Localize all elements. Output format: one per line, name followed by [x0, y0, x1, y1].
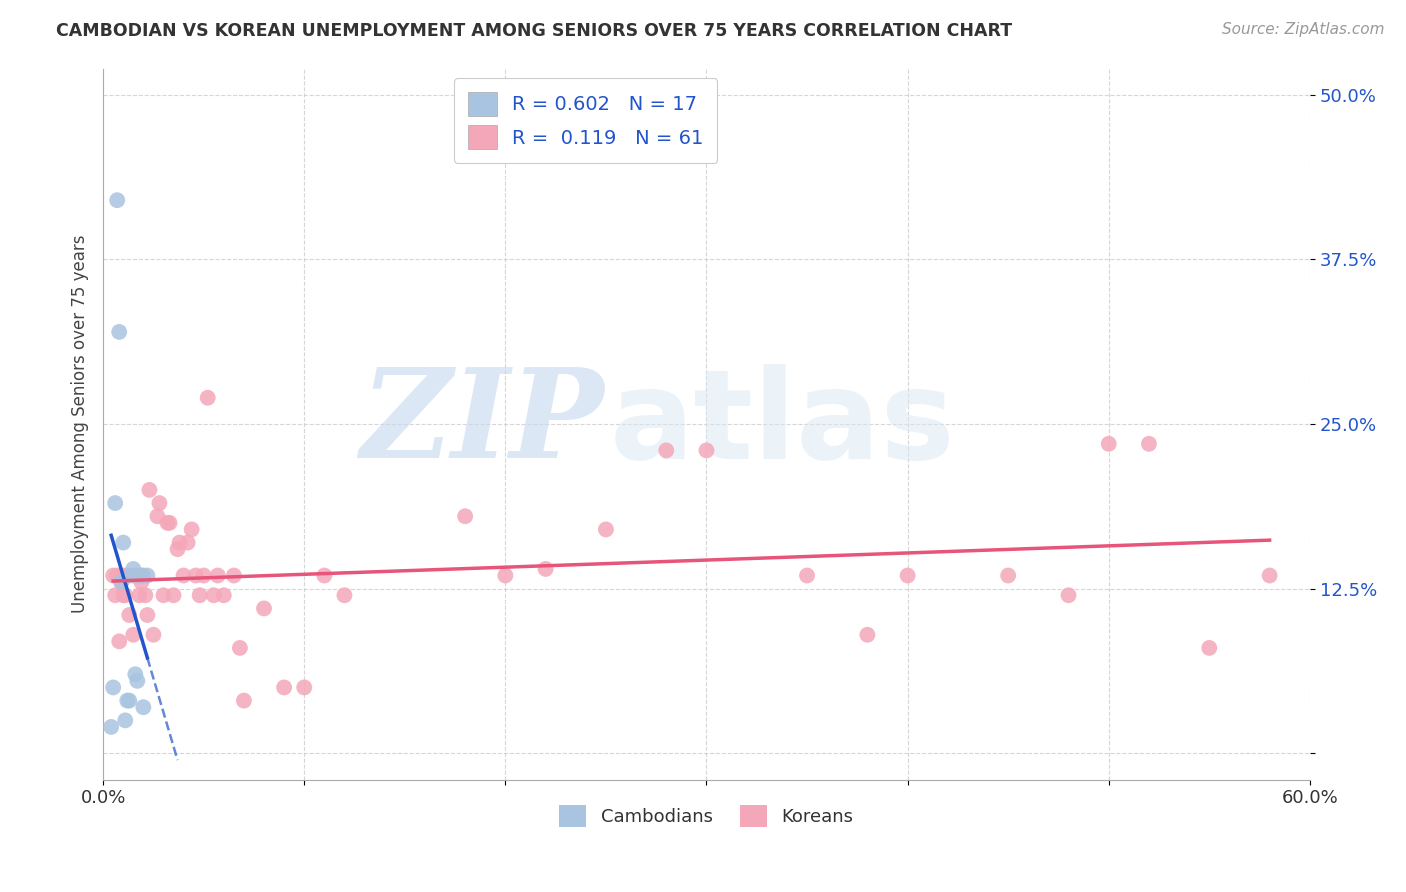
Point — [120, 568, 142, 582]
Point — [173, 568, 195, 582]
Point — [207, 568, 229, 582]
Point — [222, 568, 245, 582]
Point — [136, 568, 159, 582]
Legend: Cambodians, Koreans: Cambodians, Koreans — [553, 798, 860, 835]
Point — [202, 588, 225, 602]
Point — [1258, 568, 1281, 582]
Point — [122, 628, 145, 642]
Point — [127, 568, 149, 582]
Point — [159, 516, 181, 530]
Point — [856, 628, 879, 642]
Point — [176, 535, 198, 549]
Point — [134, 588, 156, 602]
Point — [169, 535, 191, 549]
Point — [166, 542, 188, 557]
Point — [124, 568, 146, 582]
Point — [897, 568, 920, 582]
Point — [128, 588, 150, 602]
Point — [108, 634, 131, 648]
Point — [112, 588, 135, 602]
Point — [127, 673, 149, 688]
Point — [232, 693, 254, 707]
Point — [136, 607, 159, 622]
Text: Source: ZipAtlas.com: Source: ZipAtlas.com — [1222, 22, 1385, 37]
Point — [117, 693, 139, 707]
Point — [114, 588, 136, 602]
Point — [180, 523, 202, 537]
Point — [655, 443, 678, 458]
Text: ZIP: ZIP — [360, 363, 605, 485]
Point — [112, 535, 135, 549]
Point — [124, 667, 146, 681]
Point — [595, 523, 617, 537]
Point — [146, 509, 169, 524]
Text: atlas: atlas — [610, 364, 956, 484]
Point — [197, 391, 219, 405]
Point — [162, 588, 184, 602]
Point — [1137, 437, 1160, 451]
Point — [142, 628, 165, 642]
Point — [110, 575, 132, 590]
Point — [104, 588, 127, 602]
Point — [494, 568, 516, 582]
Point — [1057, 588, 1080, 602]
Point — [103, 568, 125, 582]
Point — [131, 568, 153, 582]
Point — [105, 193, 128, 207]
Point — [104, 496, 127, 510]
Point — [212, 588, 235, 602]
Text: CAMBODIAN VS KOREAN UNEMPLOYMENT AMONG SENIORS OVER 75 YEARS CORRELATION CHART: CAMBODIAN VS KOREAN UNEMPLOYMENT AMONG S… — [56, 22, 1012, 40]
Point — [152, 588, 174, 602]
Point — [1098, 437, 1121, 451]
Point — [118, 693, 141, 707]
Point — [314, 568, 336, 582]
Point — [105, 568, 128, 582]
Point — [108, 325, 131, 339]
Point — [156, 516, 179, 530]
Point — [253, 601, 276, 615]
Point — [112, 568, 135, 582]
Point — [132, 700, 155, 714]
Y-axis label: Unemployment Among Seniors over 75 years: Unemployment Among Seniors over 75 years — [72, 235, 89, 614]
Point — [796, 568, 818, 582]
Point — [997, 568, 1019, 582]
Point — [132, 568, 155, 582]
Point — [454, 509, 477, 524]
Point — [333, 588, 356, 602]
Point — [100, 720, 122, 734]
Point — [184, 568, 207, 582]
Point — [292, 681, 315, 695]
Point — [122, 562, 145, 576]
Point — [114, 714, 136, 728]
Point — [148, 496, 170, 510]
Point — [138, 483, 160, 497]
Point — [103, 681, 125, 695]
Point — [229, 640, 252, 655]
Point — [110, 575, 132, 590]
Point — [193, 568, 215, 582]
Point — [1198, 640, 1220, 655]
Point — [695, 443, 717, 458]
Point — [117, 568, 139, 582]
Point — [131, 575, 153, 590]
Point — [188, 588, 211, 602]
Point — [534, 562, 557, 576]
Point — [118, 607, 141, 622]
Point — [273, 681, 295, 695]
